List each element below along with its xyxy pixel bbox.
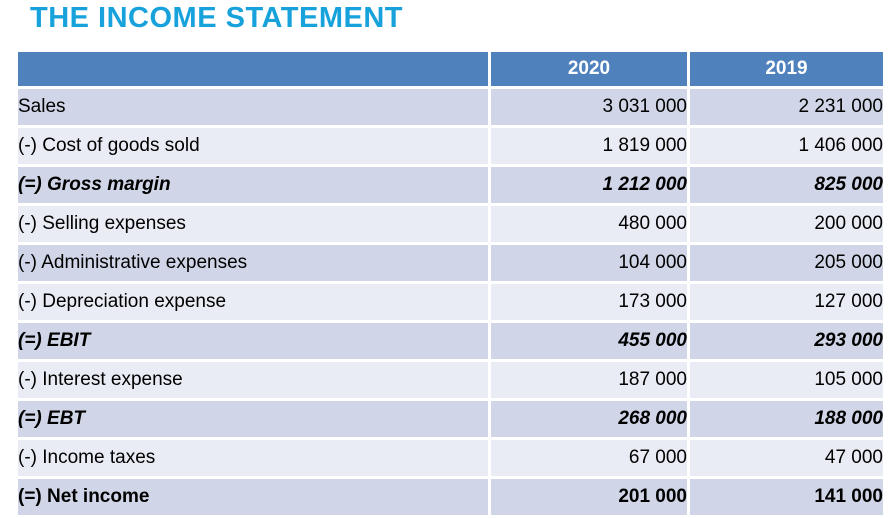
income-statement-table: 2020 2019 Sales 3 031 000 2 231 000 (-) … xyxy=(18,52,883,518)
row-label: Sales xyxy=(18,89,488,128)
row-label: (-) Interest expense xyxy=(18,362,488,401)
value-2020: 3 031 000 xyxy=(488,89,687,128)
header-cell-2019: 2019 xyxy=(687,52,883,89)
value-2020: 268 000 xyxy=(488,401,687,440)
value-2020: 187 000 xyxy=(488,362,687,401)
value-2019: 188 000 xyxy=(687,401,883,440)
header-cell-2020: 2020 xyxy=(488,52,687,89)
table-row: (-) Cost of goods sold 1 819 000 1 406 0… xyxy=(18,128,883,167)
page-title: THE INCOME STATEMENT xyxy=(30,2,404,34)
value-2019: 141 000 xyxy=(687,479,883,518)
value-2020: 173 000 xyxy=(488,284,687,323)
table-row: (-) Interest expense 187 000 105 000 xyxy=(18,362,883,401)
table-body: Sales 3 031 000 2 231 000 (-) Cost of go… xyxy=(18,89,883,518)
value-2019: 200 000 xyxy=(687,206,883,245)
value-2020: 480 000 xyxy=(488,206,687,245)
value-2020: 1 819 000 xyxy=(488,128,687,167)
row-label: (-) Income taxes xyxy=(18,440,488,479)
table-row: Sales 3 031 000 2 231 000 xyxy=(18,89,883,128)
value-2019: 47 000 xyxy=(687,440,883,479)
value-2020: 201 000 xyxy=(488,479,687,518)
header-row: 2020 2019 xyxy=(18,52,883,89)
table-row: (-) Income taxes 67 000 47 000 xyxy=(18,440,883,479)
row-label: (=) Gross margin xyxy=(18,167,488,206)
row-label: (-) Selling expenses xyxy=(18,206,488,245)
value-2019: 1 406 000 xyxy=(687,128,883,167)
value-2019: 2 231 000 xyxy=(687,89,883,128)
row-label: (-) Depreciation expense xyxy=(18,284,488,323)
value-2019: 293 000 xyxy=(687,323,883,362)
row-label: (-) Cost of goods sold xyxy=(18,128,488,167)
table-row: (=) EBIT 455 000 293 000 xyxy=(18,323,883,362)
row-label: (-) Administrative expenses xyxy=(18,245,488,284)
value-2020: 67 000 xyxy=(488,440,687,479)
value-2020: 1 212 000 xyxy=(488,167,687,206)
value-2020: 104 000 xyxy=(488,245,687,284)
row-label: (=) EBT xyxy=(18,401,488,440)
header-cell-empty xyxy=(18,52,488,89)
table-row: (=) Gross margin 1 212 000 825 000 xyxy=(18,167,883,206)
row-label: (=) Net income xyxy=(18,479,488,518)
table-row: (-) Selling expenses 480 000 200 000 xyxy=(18,206,883,245)
row-label: (=) EBIT xyxy=(18,323,488,362)
table-row: (-) Depreciation expense 173 000 127 000 xyxy=(18,284,883,323)
table-row: (=) Net income 201 000 141 000 xyxy=(18,479,883,518)
table-row: (-) Administrative expenses 104 000 205 … xyxy=(18,245,883,284)
value-2019: 105 000 xyxy=(687,362,883,401)
value-2019: 825 000 xyxy=(687,167,883,206)
value-2020: 455 000 xyxy=(488,323,687,362)
table-row: (=) EBT 268 000 188 000 xyxy=(18,401,883,440)
value-2019: 127 000 xyxy=(687,284,883,323)
value-2019: 205 000 xyxy=(687,245,883,284)
